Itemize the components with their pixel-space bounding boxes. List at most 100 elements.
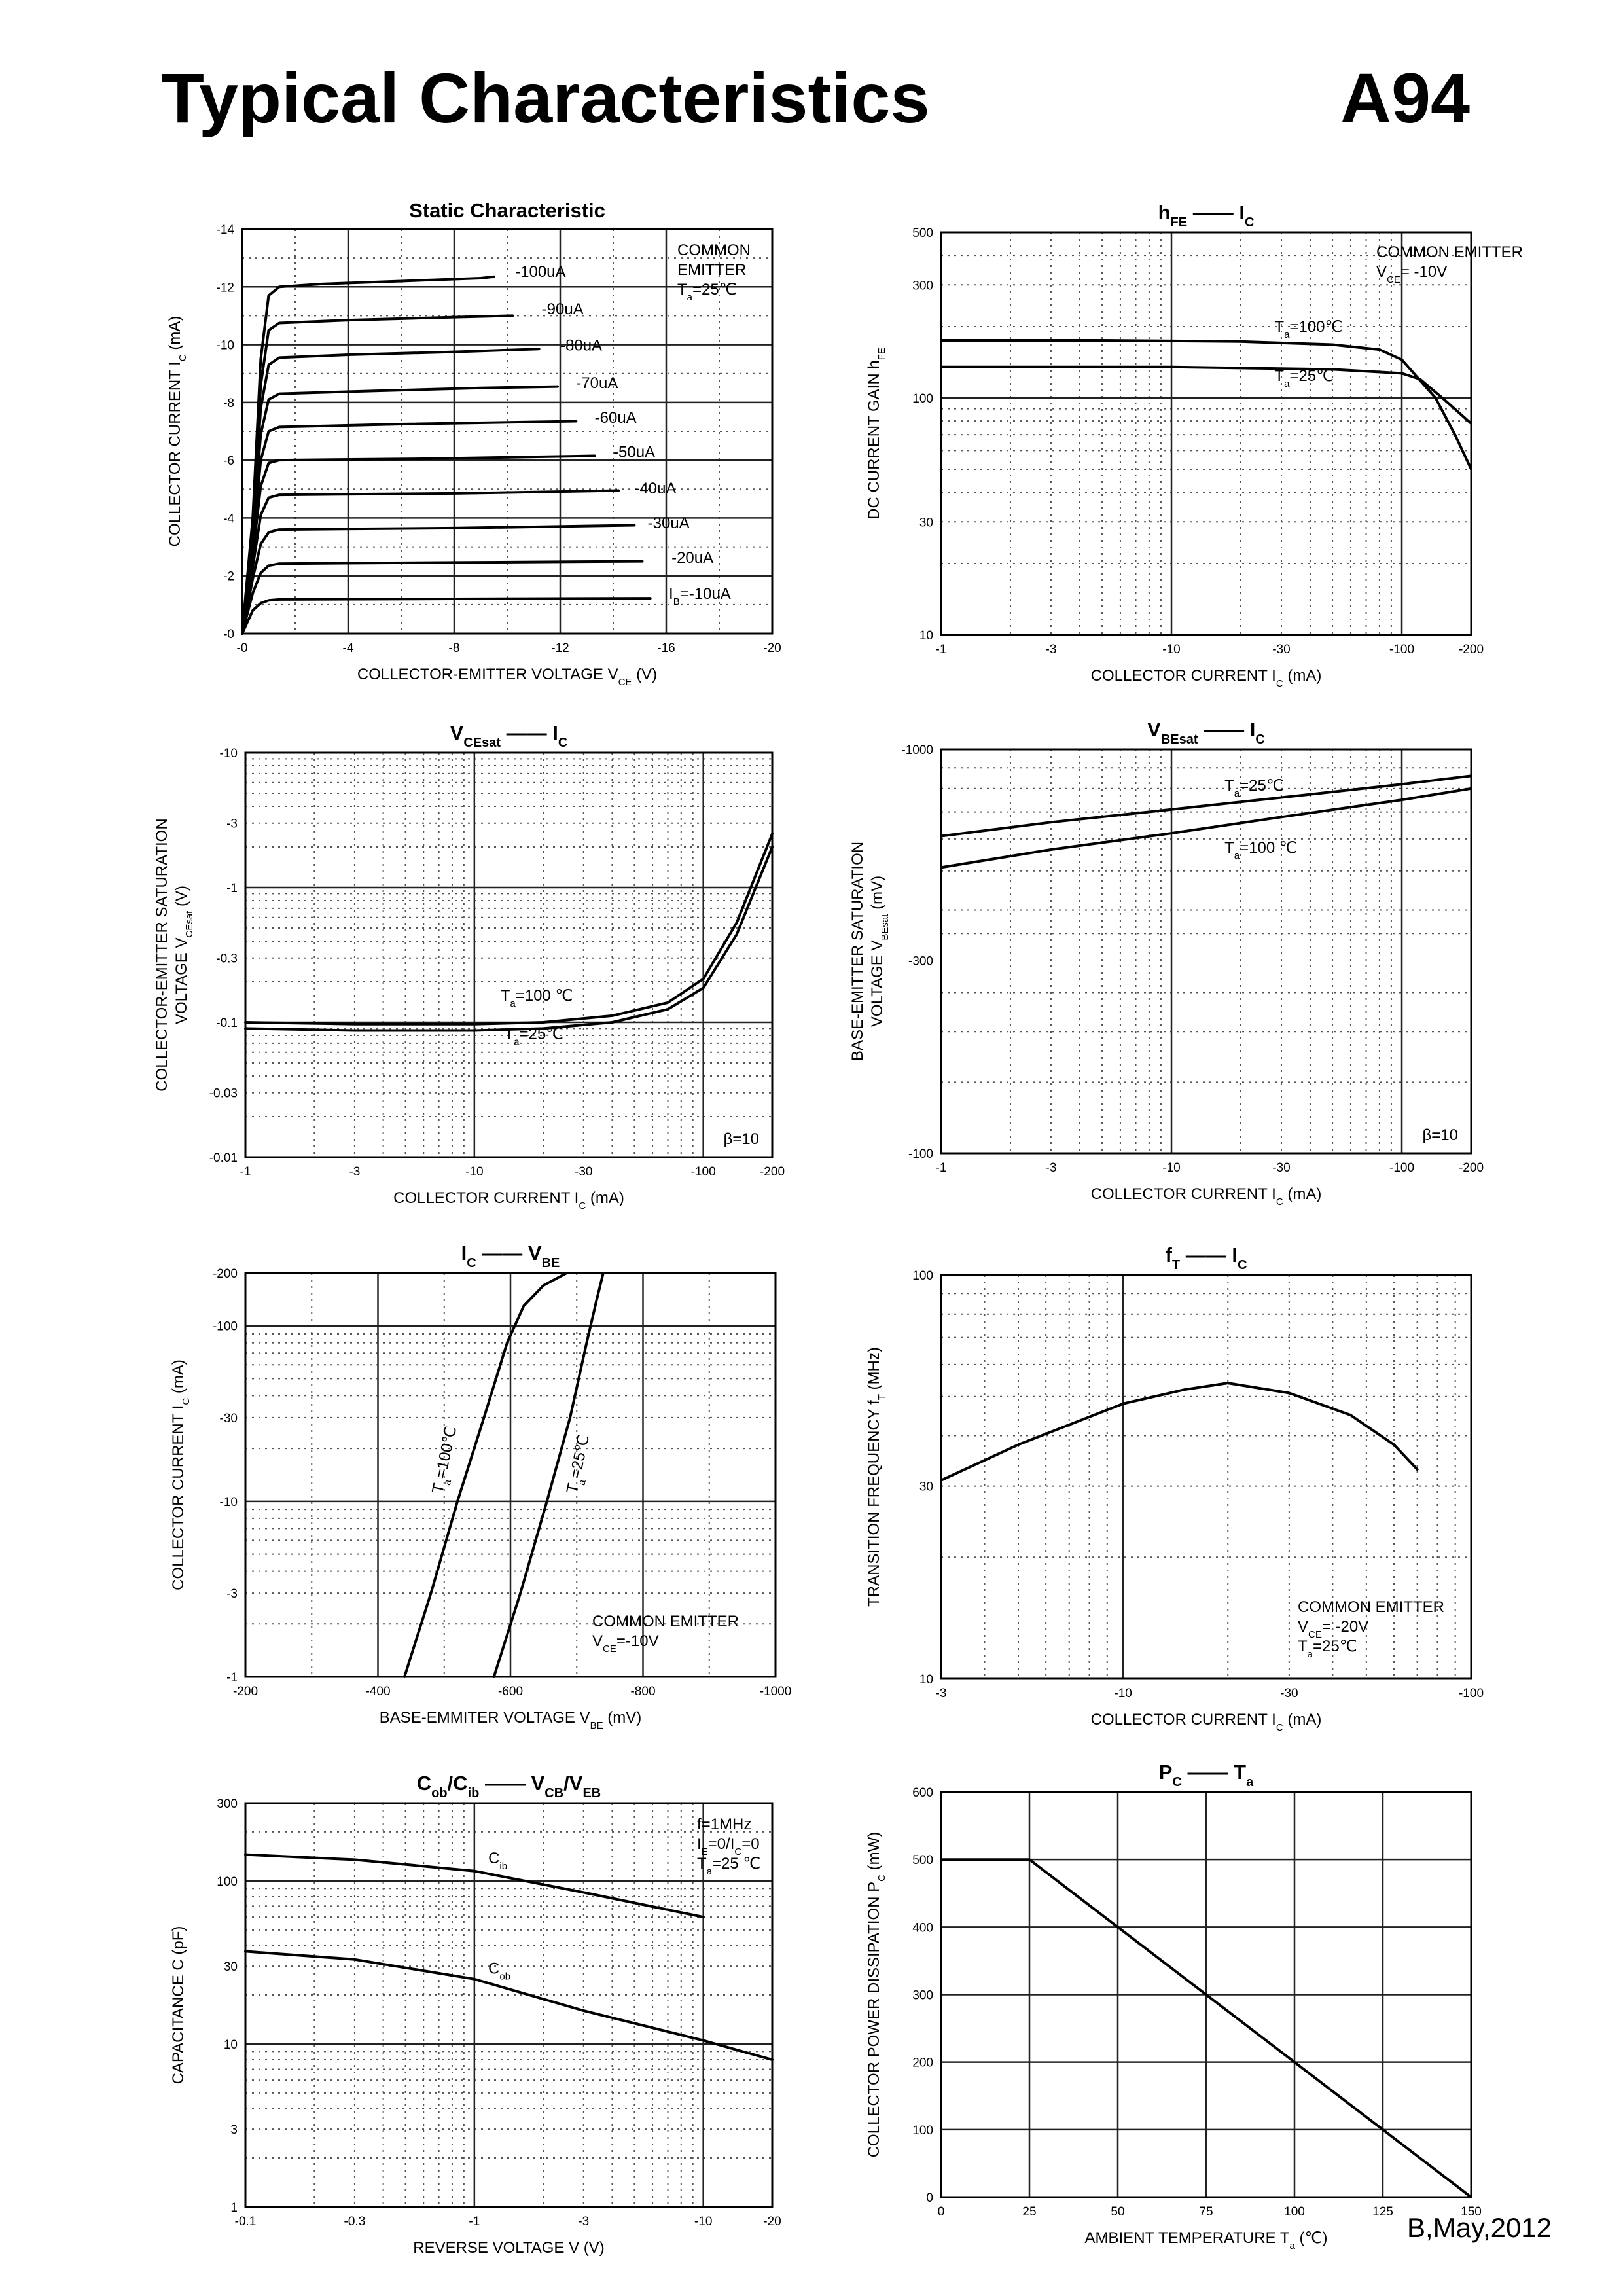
x-tick-label: -400 — [365, 1685, 390, 1698]
plot-frame — [940, 1274, 1472, 1680]
x-tick-label: -3 — [936, 1687, 947, 1700]
x-tick-label: -10 — [1162, 643, 1180, 656]
y-axis-label-2: VOLTAGE VCEsat (V) — [173, 886, 195, 1024]
y-tick-label: -3 — [226, 1587, 238, 1601]
x-tick-label: -3 — [1046, 643, 1057, 656]
y-axis-label-2: VOLTAGE VBEsat (mV) — [868, 876, 891, 1027]
x-axis-label: COLLECTOR-EMITTER VOLTAGE VCE (V) — [357, 666, 657, 688]
x-tick-label: -100 — [1389, 1161, 1414, 1175]
y-tick-label: -1 — [226, 882, 238, 895]
series-label-5: -50uA — [613, 444, 655, 461]
y-tick-label: 600 — [912, 1786, 933, 1800]
series-line-1 — [244, 846, 774, 1032]
x-tick-label: -3 — [578, 2215, 589, 2229]
series-line-8 — [241, 560, 644, 635]
series-line-1 — [241, 314, 514, 635]
y-tick-label: 10 — [224, 2038, 238, 2052]
y-tick-label: -8 — [223, 397, 234, 410]
x-tick-label: -100 — [1389, 643, 1414, 656]
y-tick-label: 30 — [919, 1480, 933, 1494]
info-condition: IE=0/IC=0 — [697, 1835, 760, 1857]
x-tick-label: -600 — [498, 1685, 523, 1698]
series-label-4: -60uA — [595, 409, 637, 427]
info-condition: VCE= -20V — [1298, 1618, 1368, 1640]
x-tick-label: 0 — [938, 2205, 945, 2219]
x-tick-label: -16 — [657, 641, 675, 655]
beta-note: β=10 — [723, 1130, 759, 1148]
y-tick-label: 500 — [912, 226, 933, 240]
series-label-0: Ta=25℃ — [1224, 777, 1284, 799]
series-label-1: Cob — [488, 1960, 510, 1982]
y-axis-label: COLLECTOR POWER DISSIPATION PC (mW) — [865, 1832, 887, 2158]
series-label-8: -20uA — [671, 549, 713, 567]
plot-frame — [244, 751, 774, 1158]
y-tick-label: -0.3 — [216, 952, 238, 966]
series-line-1 — [244, 1950, 774, 2062]
series-line-0 — [403, 1272, 569, 1678]
series-label-0: Ta=100 ℃ — [501, 987, 573, 1009]
y-tick-label: -0.1 — [216, 1016, 238, 1030]
chart-vcesat: -1 -3 -10 -30 -100 -200 -0.01 -0.03 -0.1 -0.3 -1 -3… — [153, 721, 785, 1211]
x-tick-label: -12 — [551, 641, 569, 655]
y-tick-label: -6 — [223, 454, 234, 468]
y-tick-label: 100 — [912, 392, 933, 406]
y-tick-label: 300 — [912, 279, 933, 293]
x-axis-label: COLLECTOR CURRENT IC (mA) — [1091, 1185, 1322, 1208]
x-tick-label: -1 — [936, 643, 947, 656]
plot-frame — [940, 231, 1472, 636]
x-tick-label: -1000 — [760, 1685, 792, 1698]
x-tick-label: 125 — [1372, 2205, 1393, 2219]
info-text: COMMON — [677, 242, 751, 259]
revision-date: B,May,2012 — [1407, 2212, 1552, 2243]
x-tick-label: -10 — [1162, 1161, 1180, 1175]
chart-static: -0 -4 -8 -12 -16 -20 -0 -2 -4 -6 -8 -10 -12 -14 Static… — [166, 199, 781, 688]
y-axis-label: COLLECTOR CURRENT IC (mA) — [166, 316, 188, 547]
series-label-0: Cib — [488, 1850, 507, 1872]
chart-ft: -3 -10 -30 -100 10 30 100 fT —— IC COLLECTOR CUR… — [865, 1244, 1484, 1733]
beta-note: β=10 — [1422, 1126, 1458, 1144]
y-axis-label: BASE-EMITTER SATURATION — [849, 842, 866, 1061]
y-tick-label: 10 — [919, 629, 933, 643]
y-tick-label: 300 — [912, 1989, 933, 2003]
plot-frame — [244, 1272, 777, 1678]
info-text: f=1MHz — [697, 1816, 751, 1833]
y-tick-label: 100 — [217, 1875, 238, 1889]
info-condition: Ta=25℃ — [1298, 1638, 1357, 1660]
info-condition: Ta=25 ℃ — [697, 1855, 760, 1877]
y-tick-label: -10 — [220, 747, 238, 761]
series-line-0 — [940, 774, 1472, 838]
x-tick-label: -1 — [469, 2215, 480, 2229]
page-title: Typical Characteristics — [161, 58, 930, 137]
chart-title: VCEsat —— IC — [450, 721, 568, 750]
x-tick-label: -10 — [694, 2215, 712, 2229]
y-tick-label: -14 — [217, 223, 235, 237]
series-label-1: Ta=25℃ — [504, 1026, 563, 1048]
chart-title: VBEsat —— IC — [1147, 718, 1265, 747]
chart-vbesat: -1 -3 -10 -30 -100 -200 -100 -300 -1000 VBEsat ——… — [849, 718, 1484, 1208]
chart-icvbe: -200 -400 -600 -800 -1000 -1 -3 -10 -30 -100 -200 I… — [169, 1242, 791, 1731]
info-condition: Ta=25℃ — [677, 281, 737, 303]
x-tick-label: -8 — [449, 641, 460, 655]
series-line-0 — [244, 1853, 705, 1919]
series-label-1: Ta=25℃ — [563, 1433, 597, 1496]
info-condition: VCE= -10V — [1376, 263, 1447, 285]
series-line-0 — [940, 1382, 1419, 1482]
x-tick-label: 75 — [1199, 2205, 1213, 2219]
series-label-0: Ta=100℃ — [1274, 318, 1342, 340]
y-tick-label: 3 — [230, 2123, 238, 2137]
series-label-1: Ta=100 ℃ — [1224, 839, 1297, 861]
info-condition: VCE=-10V — [592, 1632, 659, 1655]
x-tick-label: -100 — [691, 1165, 716, 1179]
y-tick-label: -0 — [223, 628, 234, 641]
y-tick-label: -4 — [223, 512, 234, 526]
series-label-9: IB=-10uA — [669, 585, 731, 607]
chart-title: Static Characteristic — [409, 199, 605, 222]
y-tick-label: -10 — [220, 1496, 238, 1509]
info-text: COMMON EMITTER — [592, 1613, 739, 1630]
series-line-9 — [241, 597, 652, 635]
info-text: EMITTER — [677, 261, 746, 279]
x-axis-label: COLLECTOR CURRENT IC (mA) — [1091, 667, 1322, 689]
series-label-0: -100uA — [515, 263, 565, 281]
x-tick-label: -30 — [1272, 643, 1290, 656]
